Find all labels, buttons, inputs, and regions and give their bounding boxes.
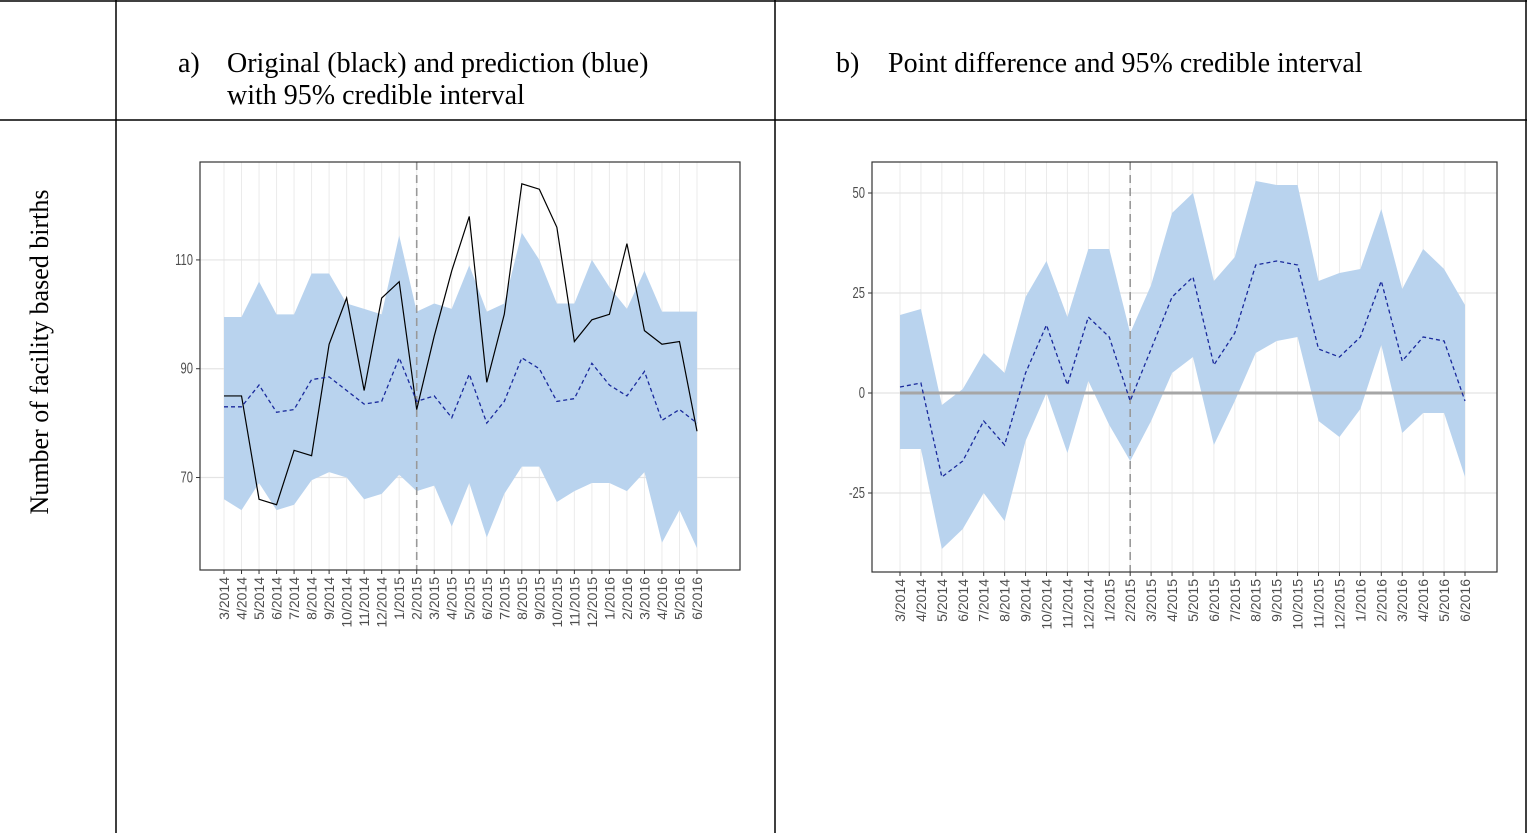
- x-tick-label: 12/2015: [584, 577, 600, 628]
- x-tick-label: 11/2014: [356, 577, 372, 627]
- x-tick-label: 4/2016: [1415, 579, 1431, 622]
- x-tick-label: 7/2014: [976, 579, 992, 622]
- x-tick-label: 5/2015: [461, 577, 477, 620]
- credible-band: [224, 232, 697, 549]
- x-tick-label: 3/2016: [1394, 579, 1410, 622]
- x-tick-label: 5/2015: [1185, 579, 1201, 622]
- x-tick-label: 12/2014: [374, 577, 390, 628]
- x-tick-label: 6/2014: [955, 579, 971, 622]
- x-tick-label: 10/2015: [549, 577, 565, 628]
- x-tick-label: 8/2014: [304, 577, 320, 620]
- y-tick-label: 110: [175, 250, 193, 269]
- x-tick-label: 11/2014: [1059, 579, 1075, 629]
- credible-band: [900, 181, 1465, 549]
- x-tick-label: 9/2015: [531, 577, 547, 620]
- x-tick-label: 5/2016: [671, 577, 687, 620]
- x-tick-label: 7/2014: [286, 577, 302, 620]
- x-tick-label: 2/2016: [1373, 579, 1389, 622]
- series-line: [899, 260, 1466, 479]
- x-tick-label: 9/2015: [1269, 579, 1285, 622]
- x-tick-label: 6/2014: [269, 577, 285, 620]
- x-tick-label: 5/2014: [934, 579, 950, 622]
- x-tick-label: 5/2014: [251, 577, 267, 620]
- x-tick-label: 6/2016: [1457, 579, 1473, 622]
- x-tick-label: 8/2015: [514, 577, 530, 620]
- y-tick-label: -25: [849, 483, 865, 502]
- x-tick-label: 2/2015: [409, 577, 425, 620]
- chart: -25 0 25 50 3/2014 4/2014 5/2014 6/2014 7/2014 8/…: [849, 161, 1498, 630]
- panel-marker: b): [836, 48, 859, 79]
- x-tick-label: 6/2015: [1206, 579, 1222, 622]
- y-tick-label: 70: [181, 467, 194, 486]
- x-tick-label: 4/2014: [234, 577, 250, 620]
- y-tick-label: 50: [853, 183, 866, 202]
- x-tick-label: 1/2015: [391, 577, 407, 620]
- x-tick-label: 7/2015: [496, 577, 512, 620]
- x-tick-label: 10/2014: [339, 577, 355, 628]
- y-tick-label: 90: [181, 359, 194, 378]
- x-tick-label: 2/2016: [619, 577, 635, 620]
- panel-title: with 95% credible interval: [227, 80, 525, 111]
- x-tick-label: 10/2014: [1038, 579, 1054, 630]
- x-tick-label: 11/2015: [566, 577, 582, 627]
- x-tick-label: 4/2016: [654, 577, 670, 620]
- x-tick-label: 1/2016: [601, 577, 617, 620]
- x-tick-label: 12/2015: [1331, 579, 1347, 630]
- x-tick-label: 3/2014: [216, 577, 232, 620]
- x-tick-label: 9/2014: [321, 577, 337, 620]
- x-tick-label: 6/2015: [479, 577, 495, 620]
- x-tick-label: 5/2016: [1436, 579, 1452, 622]
- panel-title: Point difference and 95% credible interv…: [888, 48, 1363, 79]
- row-label: Number of facility based births: [25, 190, 54, 515]
- x-tick-label: 9/2014: [1018, 579, 1034, 622]
- x-tick-label: 10/2015: [1290, 579, 1306, 630]
- x-tick-label: 1/2016: [1352, 579, 1368, 622]
- y-tick-label: 0: [859, 383, 865, 402]
- y-tick-label: 25: [853, 283, 866, 302]
- x-tick-label: 11/2015: [1311, 579, 1327, 629]
- x-tick-label: 6/2016: [689, 577, 705, 620]
- x-tick-label: 4/2015: [444, 577, 460, 620]
- x-tick-label: 12/2014: [1080, 579, 1096, 630]
- x-tick-label: 7/2015: [1227, 579, 1243, 622]
- x-tick-label: 8/2015: [1248, 579, 1264, 622]
- x-tick-label: 2/2015: [1122, 579, 1138, 622]
- x-tick-label: 3/2016: [636, 577, 652, 620]
- x-tick-label: 3/2015: [426, 577, 442, 620]
- series-line: [224, 182, 698, 506]
- x-tick-label: 3/2015: [1143, 579, 1159, 622]
- x-tick-label: 4/2015: [1164, 579, 1180, 622]
- x-tick-label: 4/2014: [913, 579, 929, 622]
- plot-border: [871, 161, 1498, 573]
- panel-title: Original (black) and prediction (blue): [227, 48, 648, 79]
- plot-border: [199, 161, 741, 571]
- x-tick-label: 3/2014: [892, 579, 908, 622]
- x-tick-label: 1/2015: [1101, 579, 1117, 622]
- series-line: [224, 356, 698, 425]
- panel-marker: a): [178, 48, 200, 79]
- x-tick-label: 8/2014: [997, 579, 1013, 622]
